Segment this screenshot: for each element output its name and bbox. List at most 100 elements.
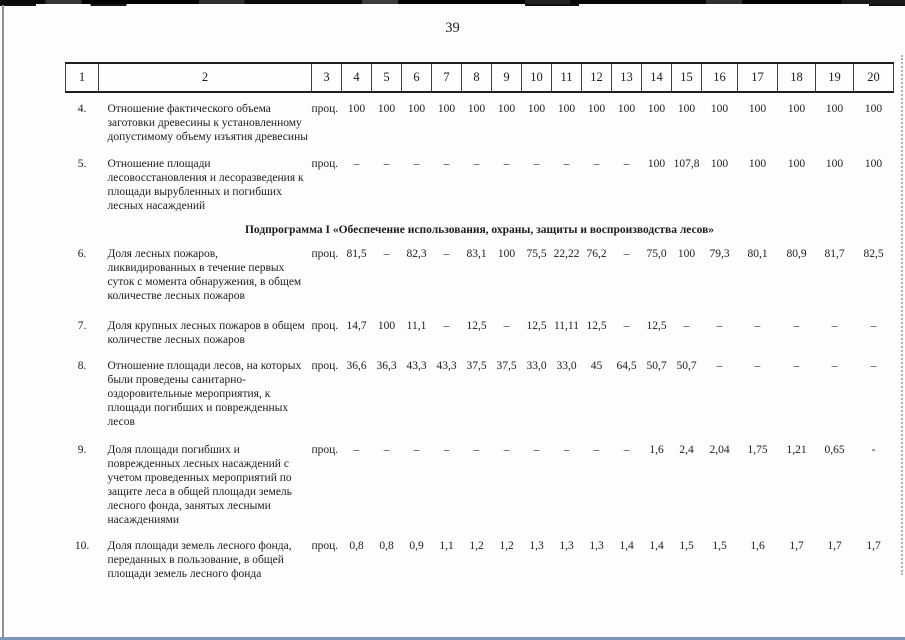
value-cell: 100 [748, 103, 767, 115]
row-number: 5. [77, 158, 87, 170]
column-header-9: 9 [491, 62, 522, 93]
table-row: 5. Отношение площади лесовосстановления и… [66, 157, 894, 221]
value-cell: 80,1 [747, 248, 768, 260]
value-cell: 81,7 [824, 248, 845, 260]
value-cell: 11,1 [406, 320, 427, 332]
value-cell: – [870, 360, 877, 372]
value-cell: 1,4 [619, 540, 634, 552]
indicator-name: Отношение площади лесовосстановления и л… [107, 158, 304, 212]
value-cell: – [443, 444, 450, 456]
value-cell: 100 [497, 248, 516, 260]
indicator-name: Доля лесных пожаров, ликвидированных в т… [107, 248, 302, 302]
value-cell: – [870, 320, 877, 332]
value-cell: 100 [864, 158, 883, 170]
value-cell: 75,5 [526, 248, 547, 260]
value-cell: – [593, 158, 600, 170]
value-cell: 12,5 [526, 320, 547, 332]
column-header-7: 7 [431, 62, 462, 93]
value-cell: 0,65 [824, 444, 845, 456]
value-cell: 2,04 [709, 444, 730, 456]
value-cell: 76,2 [586, 248, 607, 260]
column-header-8: 8 [461, 62, 492, 93]
value-cell: – [473, 444, 480, 456]
column-header-20: 20 [853, 62, 894, 93]
value-cell: – [716, 320, 723, 332]
value-cell: 100 [527, 103, 546, 115]
indicator-name: Доля площади погибших и поврежденных лес… [107, 444, 292, 526]
value-cell: 100 [710, 158, 729, 170]
unit-label: проц. [311, 360, 339, 372]
table-row: 6. Доля лесных пожаров, ликвидированных в… [66, 247, 894, 319]
column-header-13: 13 [611, 62, 642, 93]
value-cell: – [413, 158, 420, 170]
value-cell: 64,5 [616, 360, 637, 372]
value-cell: 79,3 [709, 248, 730, 260]
unit-label: проц. [311, 158, 339, 170]
unit-label: проц. [311, 103, 339, 115]
value-cell: 80,9 [786, 248, 807, 260]
value-cell: 1,6 [750, 540, 765, 552]
column-header-4: 4 [341, 62, 372, 93]
scan-artifact-top-edge [0, 0, 905, 4]
indicator-name: Отношение площади лесов, на которых были… [107, 360, 302, 428]
value-cell: 100 [787, 158, 806, 170]
value-cell: 1,3 [529, 540, 544, 552]
value-cell: 100 [864, 103, 883, 115]
value-cell: – [623, 158, 630, 170]
scan-artifact-top-edge-2 [0, 4, 905, 6]
value-cell: 81,5 [346, 248, 367, 260]
value-cell: – [793, 360, 800, 372]
value-cell: – [413, 444, 420, 456]
value-cell: 0,8 [379, 540, 394, 552]
value-cell: 1,75 [747, 444, 768, 456]
value-cell: 12,5 [586, 320, 607, 332]
value-cell: 100 [557, 103, 576, 115]
value-cell: 100 [377, 103, 396, 115]
value-cell: 100 [347, 103, 366, 115]
indicator-name: Отношение фактического объема заготовки … [107, 103, 308, 143]
row-number: 9. [77, 444, 87, 456]
value-cell: 100 [617, 103, 636, 115]
column-header-1: 1 [65, 62, 99, 93]
scan-artifact-bottom-line [0, 637, 905, 640]
value-cell: 45 [590, 360, 603, 372]
column-header-19: 19 [815, 62, 854, 93]
value-cell: – [793, 320, 800, 332]
value-cell: 14,7 [346, 320, 367, 332]
value-cell: – [503, 444, 510, 456]
value-cell: - [871, 444, 876, 456]
value-cell: 33,0 [556, 360, 577, 372]
table-header-row: 1 2 3 4 5 6 7 8 9 10 11 12 13 14 15 16 17 18 19 20 [65, 62, 894, 93]
value-cell: 100 [677, 103, 696, 115]
value-cell: 100 [787, 103, 806, 115]
value-cell: – [353, 158, 360, 170]
value-cell: 1,21 [786, 444, 807, 456]
column-header-6: 6 [401, 62, 432, 93]
value-cell: – [563, 158, 570, 170]
column-header-11: 11 [551, 62, 582, 93]
value-cell: 100 [497, 103, 516, 115]
value-cell: 37,5 [496, 360, 517, 372]
row-number: 10. [74, 540, 90, 552]
value-cell: 1,2 [469, 540, 484, 552]
value-cell: – [443, 158, 450, 170]
value-cell: 100 [437, 103, 456, 115]
value-cell: 1,5 [712, 540, 727, 552]
value-cell: – [443, 320, 450, 332]
table-row: 10. Доля площади земель лесного фонда, пе… [66, 539, 894, 581]
value-cell: – [533, 158, 540, 170]
column-header-10: 10 [521, 62, 552, 93]
value-cell: – [754, 320, 761, 332]
section-heading-row: Подпрограмма I «Обеспечение использовани… [66, 221, 894, 247]
value-cell: 100 [748, 158, 767, 170]
value-cell: – [383, 444, 390, 456]
table-row: 7. Доля крупных лесных пожаров в общем ко… [66, 319, 894, 359]
value-cell: 50,7 [676, 360, 697, 372]
value-cell: 1,1 [439, 540, 454, 552]
row-number: 8. [77, 360, 87, 372]
value-cell: – [716, 360, 723, 372]
value-cell: 0,9 [409, 540, 424, 552]
value-cell: 100 [825, 158, 844, 170]
value-cell: – [593, 444, 600, 456]
section-heading: Подпрограмма I «Обеспечение использовани… [244, 224, 715, 236]
